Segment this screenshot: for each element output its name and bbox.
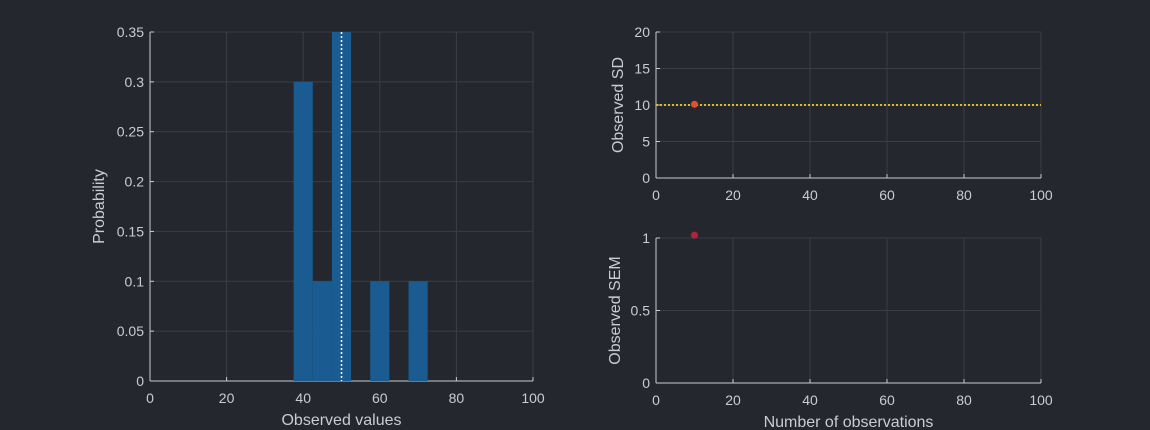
x-tick-label: 0: [146, 390, 154, 406]
x-tick-label: 80: [956, 187, 972, 203]
y-tick-label: 0.35: [117, 24, 144, 40]
x-tick-label: 40: [802, 392, 818, 408]
x-tick-label: 100: [1029, 392, 1053, 408]
y-tick-label: 0: [642, 375, 650, 391]
histogram-bar: [331, 32, 352, 381]
x-tick-label: 100: [521, 390, 545, 406]
y-axis-label: Observed SD: [610, 57, 627, 153]
x-tick-label: 40: [295, 390, 311, 406]
histogram-bar: [293, 81, 313, 381]
y-tick-label: 0: [642, 170, 650, 186]
histogram-panel: 0 20 40 60 80 100 0 0.05 0.1 0.15 0.2 0.25 0.3 0.35 Ob…: [91, 24, 545, 429]
x-tick-label: 80: [449, 390, 465, 406]
x-tick-label: 60: [372, 390, 388, 406]
x-tick-label: 20: [219, 390, 235, 406]
y-axis-label: Observed SEM: [607, 256, 624, 364]
y-tick-label: 15: [634, 61, 650, 77]
x-tick-label: 60: [879, 392, 895, 408]
histogram-bar: [370, 281, 390, 381]
y-tick-label: 0.15: [117, 223, 144, 239]
y-tick-label: 0.2: [125, 174, 145, 190]
sd-point: [691, 100, 698, 108]
x-tick-label: 0: [652, 392, 660, 408]
x-axis-label: Observed values: [281, 412, 401, 429]
sem-panel: 0 20 40 60 80 100 0 0.5 1 Number of observations O…: [607, 230, 1053, 430]
y-tick-label: 0.25: [117, 124, 144, 140]
sd-panel: 0 20 40 60 80 100 0 5 10 15 20 Observed SD: [610, 24, 1053, 203]
y-tick-label: 0.05: [117, 323, 144, 339]
x-tick-label: 60: [879, 187, 895, 203]
x-tick-label: 100: [1029, 187, 1053, 203]
histogram-bar: [408, 281, 428, 381]
y-tick-label: 20: [634, 24, 650, 40]
y-axis-label: Probability: [91, 169, 108, 244]
x-tick-label: 0: [652, 187, 660, 203]
y-tick-label: 1: [642, 230, 650, 246]
x-tick-label: 40: [802, 187, 818, 203]
y-tick-label: 10: [634, 97, 650, 113]
sem-point: [691, 231, 698, 239]
y-tick-label: 0: [136, 373, 144, 389]
y-tick-label: 0.5: [631, 303, 651, 319]
histogram-bars: [293, 32, 428, 381]
y-tick-label: 5: [642, 134, 650, 150]
x-axis-label: Number of observations: [764, 414, 934, 430]
histogram-bar: [312, 281, 332, 381]
x-tick-label: 20: [725, 187, 741, 203]
y-tick-label: 0.1: [125, 273, 145, 289]
y-tick-label: 0.3: [125, 74, 145, 90]
x-tick-label: 80: [956, 392, 972, 408]
x-tick-label: 20: [725, 392, 741, 408]
